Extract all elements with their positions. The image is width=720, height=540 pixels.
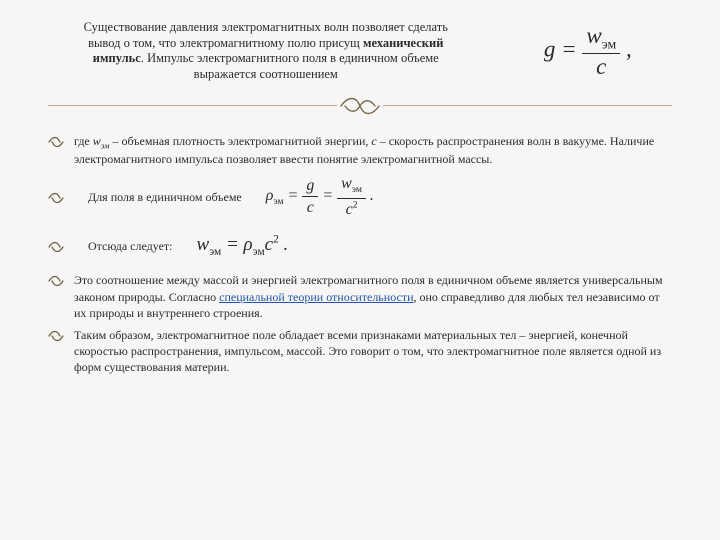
bullet-icon xyxy=(48,240,64,254)
f3-tail: . xyxy=(279,234,289,255)
f3-lhs-sub: эм xyxy=(209,246,221,258)
divider xyxy=(48,93,672,119)
f2-f2-num-sub: эм xyxy=(352,185,362,196)
divider-line-right xyxy=(383,105,672,106)
bullet-icon xyxy=(48,191,64,205)
list-item: Это соотношение между массой и энергией … xyxy=(48,272,672,321)
divider-line-left xyxy=(48,105,337,106)
f2-f1-den: c xyxy=(302,196,318,219)
f3-rhs: ρ xyxy=(244,234,253,255)
bullet-4-text: Это соотношение между массой и энергией … xyxy=(74,272,672,321)
bullet-5-text: Таким образом, электромагнитное поле обл… xyxy=(74,327,672,376)
body: где wэм – объемная плотность электромагн… xyxy=(48,133,672,376)
flourish-icon xyxy=(337,93,383,119)
relativity-link[interactable]: специальной теории относительности xyxy=(219,290,413,304)
f1-lhs: g xyxy=(544,37,556,62)
bullet-icon xyxy=(48,135,64,149)
f1-den: c xyxy=(582,53,620,80)
formula-mass-energy: wэм = ρэмc2 . xyxy=(197,232,289,260)
header-row: Существование давления электромагнитных … xyxy=(48,20,672,83)
formula-momentum-density: g = wэмc , xyxy=(504,23,672,80)
intro-line4: выражается соотношением xyxy=(194,67,338,81)
intro-line2a: вывод о том, что электромагнитному полю … xyxy=(88,36,363,50)
bullet-1-text: где wэм – объемная плотность электромагн… xyxy=(74,133,672,168)
f1-tail: , xyxy=(620,37,632,62)
list-item: Для поля в единичном объеме ρэм = gc = w… xyxy=(48,173,672,220)
list-item: Таким образом, электромагнитное поле обл… xyxy=(48,327,672,376)
f1-num-sub: эм xyxy=(602,37,617,52)
f1-eq: = xyxy=(555,37,582,62)
intro-bold2: импульс xyxy=(93,51,141,65)
f2-eq1: = xyxy=(284,187,303,204)
f2-eq2: = xyxy=(318,187,337,204)
page-frame: Существование давления электромагнитных … xyxy=(0,0,720,540)
f2-tail: . xyxy=(366,187,374,204)
bullet-2-text: Для поля в единичном объеме xyxy=(88,189,242,205)
f2-lhs-sub: эм xyxy=(273,197,283,208)
formula-mass-density: ρэм = gc = wэмc2 . xyxy=(266,173,374,220)
intro-line3b: . Импульс электромагнитного поля в едини… xyxy=(141,51,439,65)
f2-f2-den: c xyxy=(346,201,353,218)
list-item: Отсюда следует: wэм = ρэмc2 . xyxy=(48,232,672,260)
f2-f2-num: w xyxy=(341,175,352,192)
bullet-3-text: Отсюда следует: xyxy=(88,238,173,254)
bullet-icon xyxy=(48,329,64,343)
intro-line1: Существование давления электромагнитных … xyxy=(84,20,448,34)
f1-num: w xyxy=(586,23,601,48)
f3-c: c xyxy=(265,234,273,255)
bullet-icon xyxy=(48,274,64,288)
intro-bold1: механический xyxy=(363,36,443,50)
intro-paragraph: Существование давления электромагнитных … xyxy=(48,20,484,83)
f2-f2-den-sup: 2 xyxy=(353,199,358,210)
list-item: где wэм – объемная плотность электромагн… xyxy=(48,133,672,168)
f3-lhs: w xyxy=(197,234,210,255)
f3-eq: = xyxy=(221,234,243,255)
f3-rhs-sub: эм xyxy=(253,246,265,258)
f2-f1-num: g xyxy=(302,175,318,197)
f1-fraction: wэмc xyxy=(582,23,620,80)
